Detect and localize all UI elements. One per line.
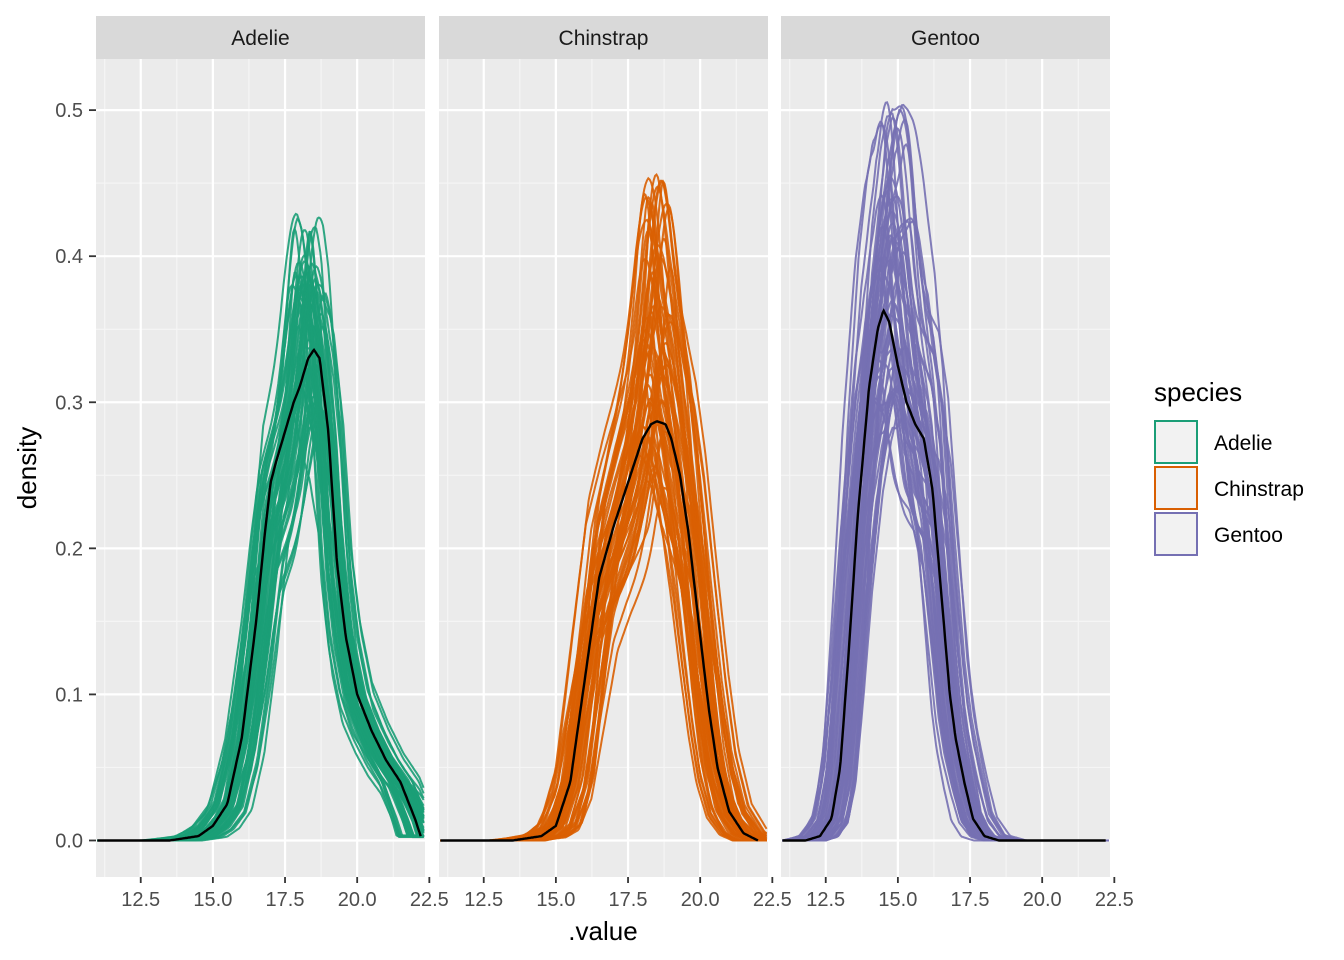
panel-adelie: Adelie 12.5 15.0 17.5 20.0 22.5	[96, 16, 449, 911]
observed-line	[440, 420, 759, 842]
x-tick-label: 20.0	[338, 889, 377, 911]
legend: species Adelie Chinstrap Gentoo	[1154, 377, 1304, 556]
panel-gentoo: Gentoo 12.5 15.0 17.5 20.0 22.5	[781, 16, 1134, 911]
x-axis-title: .value	[568, 916, 637, 946]
legend-label: Gentoo	[1214, 524, 1283, 547]
x-tick-label: 17.5	[609, 889, 648, 911]
facet-panels: Adelie 12.5 15.0 17.5 20.0 22.5 Chinstrap 12.5 1…	[96, 16, 1134, 911]
legend-label: Chinstrap	[1214, 478, 1304, 501]
x-tick-label: 20.0	[1023, 889, 1062, 911]
x-tick-label: 12.5	[121, 889, 160, 911]
y-axis-title: density	[12, 427, 42, 509]
facet-strip	[781, 16, 1110, 59]
facet-strip-label: Chinstrap	[559, 27, 649, 50]
y-tick-label: 0.4	[55, 246, 83, 268]
legend-key-gentoo: Gentoo	[1154, 512, 1283, 556]
legend-swatch	[1154, 512, 1198, 556]
y-tick-label: 0.2	[55, 538, 83, 560]
facet-strip-label: Gentoo	[911, 27, 980, 50]
x-tick-label: 17.5	[266, 889, 305, 911]
x-tick-label: 22.5	[1095, 889, 1134, 911]
legend-swatch	[1154, 420, 1198, 464]
x-tick-label: 12.5	[806, 889, 845, 911]
y-tick-label: 0.3	[55, 392, 83, 414]
legend-label: Adelie	[1214, 432, 1272, 455]
x-tick-label: 22.5	[753, 889, 792, 911]
facet-strip	[439, 16, 768, 59]
observed-line	[782, 308, 1106, 842]
x-tick-label: 17.5	[951, 889, 990, 911]
x-tick-label: 15.0	[536, 889, 575, 911]
facet-strip-label: Adelie	[231, 27, 289, 50]
legend-title: species	[1154, 377, 1242, 407]
x-tick-label: 22.5	[410, 889, 449, 911]
y-tick-label: 0.5	[55, 100, 83, 122]
x-tick-label: 15.0	[878, 889, 917, 911]
legend-key-adelie: Adelie	[1154, 420, 1272, 464]
y-axis: 0.0 0.1 0.2 0.3 0.4 0.5	[55, 100, 96, 852]
y-tick-label: 0.1	[55, 684, 83, 706]
observed-line	[97, 347, 422, 842]
x-tick-label: 12.5	[464, 889, 503, 911]
y-tick-label: 0.0	[55, 830, 83, 852]
x-tick-label: 20.0	[681, 889, 720, 911]
legend-key-chinstrap: Chinstrap	[1154, 466, 1304, 510]
x-tick-label: 15.0	[193, 889, 232, 911]
facet-strip	[96, 16, 425, 59]
legend-swatch	[1154, 466, 1198, 510]
panel-chinstrap: Chinstrap 12.5 15.0 17.5 20.0 22.5	[439, 16, 792, 911]
